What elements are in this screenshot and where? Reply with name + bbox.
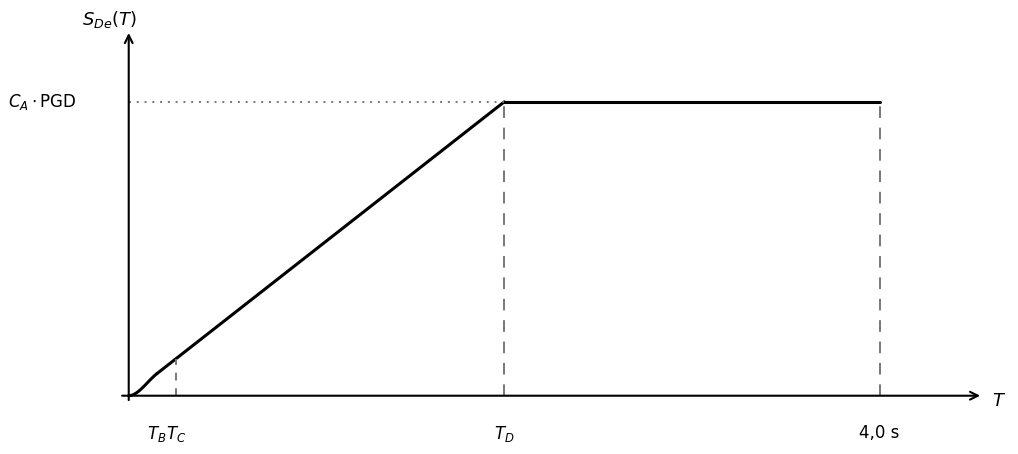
Text: $T_B$: $T_B$: [148, 424, 167, 444]
Text: $T_D$: $T_D$: [494, 424, 514, 444]
Text: $S_{De}(T)$: $S_{De}(T)$: [81, 9, 136, 30]
Text: $T$: $T$: [993, 392, 1007, 410]
Text: 4,0 s: 4,0 s: [859, 424, 900, 442]
Text: $T_C$: $T_C$: [166, 424, 185, 444]
Text: $C_A\cdot$PGD: $C_A\cdot$PGD: [7, 92, 76, 112]
